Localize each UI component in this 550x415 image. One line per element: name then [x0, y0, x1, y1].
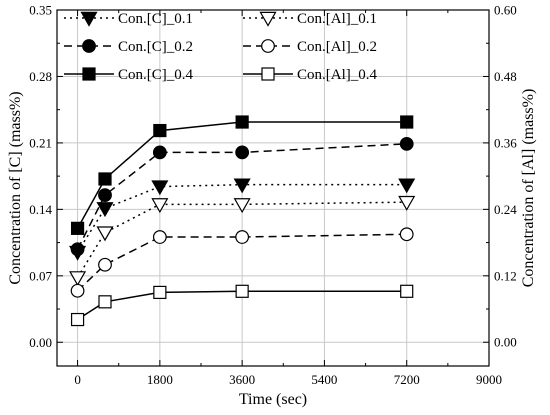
left-y-tick-label: 0.28 — [29, 69, 52, 84]
right-y-tick-label: 0.00 — [494, 335, 517, 350]
left-axis-title: Concentration of [C] (mass%) — [7, 91, 24, 284]
legend-label: Con.[Al]_0.1 — [297, 11, 377, 27]
legend-marker — [82, 67, 96, 81]
left-y-tick-label: 0.21 — [29, 135, 52, 150]
data-point — [400, 115, 414, 129]
x-tick-label: 3600 — [229, 372, 255, 387]
data-point — [70, 283, 85, 298]
series-line-3 — [77, 233, 407, 292]
right-y-tick-label: 0.48 — [494, 69, 517, 84]
tick-labels: 0 1800 3600 5400 7200 9000 0.00 0.07 0.14 0.21 0.2… — [29, 3, 517, 388]
data-point — [153, 285, 167, 300]
data-point — [96, 226, 114, 242]
series-markers — [69, 115, 416, 327]
right-axis-title: Concentration of [Al] (mass%) — [520, 89, 537, 288]
plot-frame — [56, 9, 490, 367]
legend-label: Con.[C]_0.4 — [118, 67, 194, 83]
data-point — [98, 172, 112, 186]
data-point — [70, 312, 85, 327]
data-point — [98, 295, 112, 309]
x-tick-label: 0 — [74, 372, 81, 387]
x-tick-label: 1800 — [147, 372, 173, 387]
data-point — [399, 136, 414, 151]
left-y-tick-label: 0.07 — [29, 268, 52, 283]
legend-marker — [261, 67, 275, 81]
data-point — [98, 188, 112, 203]
right-y-tick-label: 0.24 — [494, 202, 517, 217]
series-line-0 — [76, 183, 407, 253]
legend-marker — [80, 11, 98, 27]
right-y-tick-label: 0.36 — [494, 135, 517, 150]
x-tick-label: 9000 — [476, 372, 502, 387]
data-point — [153, 123, 167, 138]
left-y-tick-label: 0.14 — [29, 202, 52, 217]
left-y-tick-label: 0.35 — [29, 3, 52, 18]
data-point — [398, 178, 416, 194]
data-point — [152, 230, 167, 244]
x-axis-title: Time (sec) — [239, 391, 307, 408]
right-y-tick-label: 0.60 — [494, 3, 517, 18]
data-point — [151, 180, 169, 196]
data-point — [151, 198, 169, 214]
data-point — [399, 227, 414, 242]
data-point — [233, 198, 251, 214]
legend: Con.[C]_0.1 Con.[Al]_0.1 Con.[C]_0.2 Con.[A… — [64, 11, 377, 83]
data-point — [70, 221, 85, 235]
legend-marker — [259, 11, 277, 27]
axis-ticks — [57, 9, 490, 366]
left-y-tick-label: 0.00 — [29, 335, 52, 350]
legend-label: Con.[Al]_0.4 — [297, 67, 377, 83]
legend-label: Con.[C]_0.2 — [118, 39, 193, 55]
legend-label: Con.[C]_0.1 — [118, 11, 193, 27]
data-point — [235, 145, 250, 160]
data-point — [69, 271, 87, 287]
legend-marker — [82, 39, 96, 53]
data-point — [98, 257, 112, 272]
x-tick-label: 5400 — [311, 372, 337, 387]
data-point — [398, 195, 416, 211]
right-y-tick-label: 0.12 — [494, 268, 517, 283]
data-point — [400, 284, 414, 298]
legend-marker — [261, 39, 275, 53]
data-point — [235, 230, 250, 244]
x-tick-label: 7200 — [394, 372, 420, 387]
legend-label: Con.[Al]_0.2 — [297, 39, 377, 55]
data-point — [235, 284, 249, 298]
data-point — [96, 202, 114, 218]
data-point — [233, 178, 251, 194]
data-point — [70, 242, 85, 257]
data-point — [235, 115, 249, 129]
data-point — [152, 145, 167, 160]
